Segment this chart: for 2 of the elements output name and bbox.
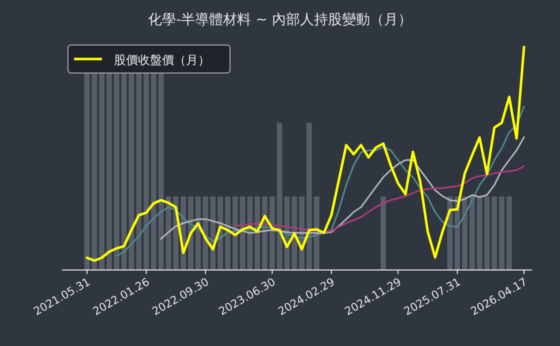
- legend-label: 股價收盤價（月）: [114, 53, 210, 67]
- chart-title: 化學-半導體材料 ~ 內部人持股變動（月）: [148, 12, 412, 28]
